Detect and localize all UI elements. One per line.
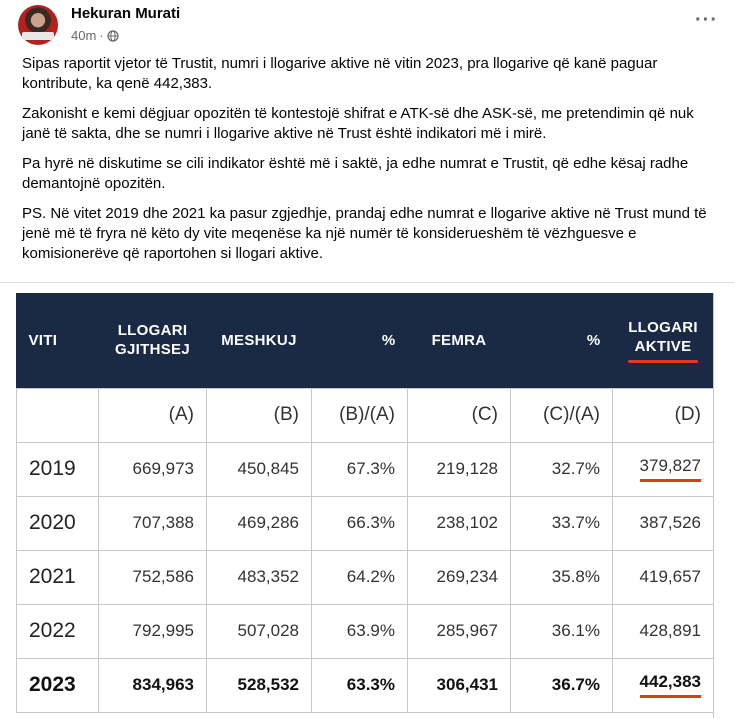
image-edge	[713, 293, 735, 718]
header-active-accounts-label: LLOGARI AKTIVE	[628, 318, 698, 355]
header-female: FEMRA	[431, 331, 487, 349]
table-cell: 33.7%	[510, 495, 613, 551]
table-cell: 507,028	[206, 603, 312, 659]
year-cell: 2022	[16, 603, 99, 659]
more-horizontal-icon[interactable]: ···	[695, 9, 718, 31]
post-paragraph: PS. Në vitet 2019 dhe 2021 ka pasur zgje…	[22, 205, 707, 262]
post-paragraph: Zakonisht e kemi dëgjuar opozitën të kon…	[22, 105, 694, 142]
table-cell: 483,352	[206, 549, 312, 605]
table-cell: 752,586	[98, 549, 207, 605]
year-cell: 2021	[16, 549, 99, 605]
active-accounts-cell: 428,891	[612, 603, 714, 659]
post-time[interactable]: 40m	[71, 28, 97, 43]
author-name[interactable]: Hekuran Murati	[71, 5, 181, 22]
table-cell: 219,128	[407, 441, 511, 497]
post-image[interactable]: VITI LLOGARI GJITHSEJ MESHKUJ % FEMRA % …	[0, 282, 735, 719]
header-total-accounts: LLOGARI GJITHSEJ	[115, 322, 190, 359]
table-cell: 63.9%	[311, 603, 408, 659]
header-female-pct: %	[586, 331, 601, 349]
globe-icon	[107, 29, 119, 42]
table-cell: 669,973	[98, 441, 207, 497]
year-cell: 2023	[16, 657, 99, 713]
table-cell: 469,286	[206, 495, 312, 551]
highlighted-value: 442,383	[639, 672, 701, 698]
author-avatar[interactable]	[18, 5, 58, 45]
active-accounts-cell: 379,827	[612, 441, 714, 497]
active-accounts-cell: 419,657	[612, 549, 714, 605]
table-row: 2022 792,995 507,028 63.9% 285,967 36.1%…	[16, 603, 714, 659]
header-year: VITI	[28, 331, 58, 349]
table-cell: 63.3%	[311, 657, 408, 713]
table-cell: 306,431	[407, 657, 511, 713]
active-accounts-cell: 442,383	[612, 657, 714, 713]
table-header-background	[16, 293, 713, 388]
table-cell: 66.3%	[311, 495, 408, 551]
year-cell: 2019	[16, 441, 99, 497]
header-male: MESHKUJ	[221, 331, 297, 349]
table-cell: 285,967	[407, 603, 511, 659]
highlight-underline	[628, 359, 698, 363]
table-cell: 36.7%	[510, 657, 613, 713]
trust-accounts-table: VITI LLOGARI GJITHSEJ MESHKUJ % FEMRA % …	[16, 293, 714, 713]
table-cell: 834,963	[98, 657, 207, 713]
table-row: 2020 707,388 469,286 66.3% 238,102 33.7%…	[16, 495, 714, 551]
table-cell: (B)	[206, 387, 312, 443]
table-cell: 36.1%	[510, 603, 613, 659]
table-cell: (A)	[98, 387, 207, 443]
table-header-row: VITI LLOGARI GJITHSEJ MESHKUJ % FEMRA % …	[17, 293, 714, 388]
year-cell: 2020	[16, 495, 99, 551]
table-cell: (C)/(A)	[510, 387, 613, 443]
table-row: 2023 834,963 528,532 63.3% 306,431 36.7%…	[16, 657, 714, 713]
post-meta: 40m ·	[71, 28, 119, 43]
active-accounts-cell: 387,526	[612, 495, 714, 551]
post-text: Sipas raportit vjetor të Trustit, numri …	[22, 54, 722, 274]
table-cell: 32.7%	[510, 441, 613, 497]
table-row: 2019 669,973 450,845 67.3% 219,128 32.7%…	[16, 441, 714, 497]
table-row-letters: (A) (B) (B)/(A) (C) (C)/(A) (D)	[16, 387, 714, 443]
table-cell	[16, 387, 99, 443]
table-cell: 792,995	[98, 603, 207, 659]
table-cell: 67.3%	[311, 441, 408, 497]
post-paragraph: Sipas raportit vjetor të Trustit, numri …	[22, 55, 658, 92]
table-cell: (D)	[612, 387, 714, 443]
table-cell: (B)/(A)	[311, 387, 408, 443]
table-cell: 64.2%	[311, 549, 408, 605]
table-row: 2021 752,586 483,352 64.2% 269,234 35.8%…	[16, 549, 714, 605]
table-cell: 707,388	[98, 495, 207, 551]
header-male-pct: %	[381, 331, 396, 349]
table-cell: 528,532	[206, 657, 312, 713]
post-header: Hekuran Murati 40m · ···	[18, 3, 718, 47]
table-cell: 269,234	[407, 549, 511, 605]
table-cell: 35.8%	[510, 549, 613, 605]
meta-separator: ·	[99, 28, 104, 43]
table-cell: (C)	[407, 387, 511, 443]
header-active-accounts: LLOGARI AKTIVE	[613, 293, 714, 388]
post-paragraph: Pa hyrë në diskutime se cili indikator ë…	[22, 155, 689, 192]
table-cell: 238,102	[407, 495, 511, 551]
table-cell: 450,845	[206, 441, 312, 497]
highlighted-value: 379,827	[639, 456, 701, 482]
